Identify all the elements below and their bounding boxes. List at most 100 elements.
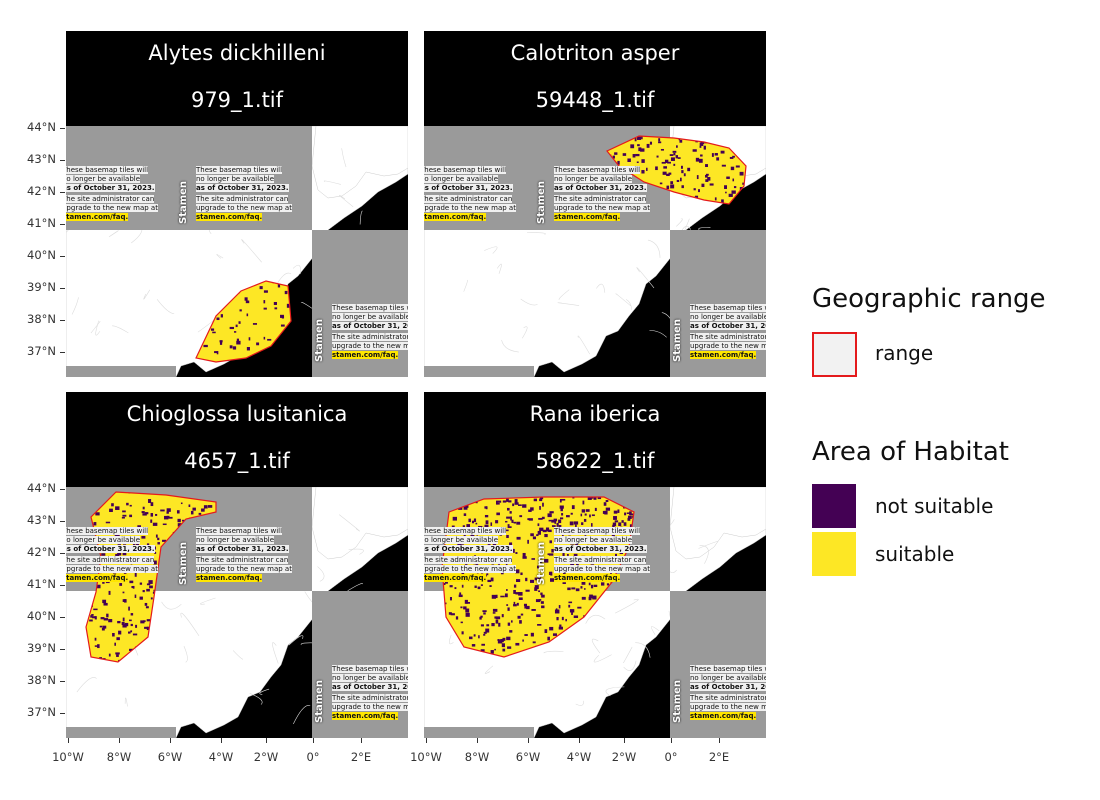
notice-line: upgrade to the new map at: [196, 565, 292, 573]
missing-tile: [66, 366, 176, 377]
y-tick-mark: [60, 521, 65, 522]
facet-panel-calotriton-asper: Calotriton asper 59448_1.tif These basem…: [424, 31, 766, 377]
legend-key-not-suitable: [812, 484, 856, 528]
notice-line: These basemap tiles will: [332, 665, 408, 673]
land-france: [311, 126, 408, 199]
notice-line: stamen.com/faq.: [332, 712, 399, 720]
y-tick-label: 41°N: [27, 216, 56, 230]
stamen-logo-text: Stamen: [672, 318, 683, 362]
y-tick-label: 39°N: [27, 280, 56, 294]
x-tick-mark: [624, 738, 625, 743]
notice-line: upgrade to the new map at: [424, 204, 516, 212]
facet-strip: Rana iberica 58622_1.tif: [424, 392, 766, 487]
x-tick-mark: [528, 738, 529, 743]
notice-line: upgrade to the new map at: [332, 342, 408, 350]
notice-line: The site administrator can: [554, 556, 647, 564]
y-tick-mark: [60, 160, 65, 161]
y-tick-mark: [60, 256, 65, 257]
species-name: Chioglossa lusitanica: [126, 402, 348, 426]
x-tick-label: 6°W: [515, 750, 541, 764]
raster-file-name: 4657_1.tif: [184, 449, 290, 473]
x-tick-label: 8°W: [464, 750, 490, 764]
x-tick-mark: [361, 738, 362, 743]
y-tick-mark: [60, 192, 65, 193]
y-tick-mark: [60, 553, 65, 554]
notice-line: The site administrator can: [424, 556, 513, 564]
notice-line: stamen.com/faq.: [332, 351, 399, 359]
notice-line: The site administrator can: [332, 694, 408, 702]
x-tick-label: 8°W: [106, 750, 132, 764]
notice-line: upgrade to the new map at: [554, 565, 650, 573]
notice-line: as of October 31, 2023.: [554, 184, 647, 192]
legend-title-geographic-range: Geographic range: [812, 284, 1046, 314]
notice-line: upgrade to the new map at: [424, 565, 516, 573]
x-tick-label: 2°E: [708, 750, 730, 764]
y-tick-mark: [60, 224, 65, 225]
notice-line: no longer be available: [690, 313, 766, 321]
legend-key-suitable: [812, 532, 856, 576]
x-tick-mark: [671, 738, 672, 743]
notice-line: The site administrator can: [424, 195, 513, 203]
notice-line: These basemap tiles will: [196, 166, 283, 174]
missing-tile: [66, 727, 176, 738]
notice-line: upgrade to the new map at: [554, 204, 650, 212]
y-tick-mark: [60, 489, 65, 490]
x-tick-label: 4°W: [566, 750, 592, 764]
notice-line: stamen.com/faq.: [66, 574, 129, 582]
raster-file-name: 59448_1.tif: [535, 88, 655, 112]
missing-tile: [424, 727, 534, 738]
notice-line: as of October 31, 2023.: [196, 184, 289, 192]
notice-line: stamen.com/faq.: [424, 574, 487, 582]
notice-line: stamen.com/faq.: [196, 574, 263, 582]
y-tick-mark: [60, 713, 65, 714]
notice-line: stamen.com/faq.: [554, 213, 621, 221]
legend-label-suitable: suitable: [875, 542, 955, 566]
notice-line: The site administrator can: [196, 556, 289, 564]
notice-line: as of October 31, 2023.: [196, 545, 289, 553]
y-tick-mark: [60, 320, 65, 321]
y-tick-mark: [60, 585, 65, 586]
x-tick-label: 10°W: [52, 750, 84, 764]
notice-line: upgrade to the new map at: [66, 204, 158, 212]
notice-line: The site administrator can: [66, 556, 155, 564]
species-name: Calotriton asper: [510, 41, 680, 65]
legend-title-area-of-habitat: Area of Habitat: [812, 437, 1009, 467]
x-tick-label: 4°W: [208, 750, 234, 764]
map-area: These basemap tiles will no longer be ava…: [66, 487, 408, 738]
notice-line: These basemap tiles will: [690, 665, 766, 673]
notice-line: as of October 31, 2023.: [66, 184, 155, 192]
x-tick-mark: [579, 738, 580, 743]
y-tick-mark: [60, 288, 65, 289]
x-tick-mark: [313, 738, 314, 743]
notice-line: as of October 31, 2023.: [424, 184, 513, 192]
notice-line: These basemap tiles will: [66, 166, 149, 174]
notice-line: These basemap tiles will: [554, 527, 641, 535]
x-tick-label: 0°: [664, 750, 678, 764]
notice-line: no longer be available: [690, 674, 766, 682]
facet-panel-alytes-dickhilleni: Alytes dickhilleni 979_1.tif These basem…: [66, 31, 408, 377]
notice-line: stamen.com/faq.: [66, 213, 129, 221]
notice-line: no longer be available: [66, 175, 141, 183]
legend-label-not-suitable: not suitable: [875, 494, 994, 518]
notice-line: upgrade to the new map at: [690, 342, 766, 350]
notice-line: stamen.com/faq.: [690, 712, 757, 720]
notice-line: These basemap tiles will: [424, 527, 507, 535]
y-tick-label: 37°N: [27, 344, 56, 358]
x-tick-mark: [221, 738, 222, 743]
y-tick-label: 42°N: [27, 184, 56, 198]
facet-strip: Chioglossa lusitanica 4657_1.tif: [66, 392, 408, 487]
facet-strip: Calotriton asper 59448_1.tif: [424, 31, 766, 126]
x-tick-mark: [426, 738, 427, 743]
notice-line: These basemap tiles will: [196, 527, 283, 535]
notice-line: as of October 31, 2023.: [690, 683, 766, 691]
notice-line: no longer be available: [66, 536, 141, 544]
y-tick-label: 38°N: [27, 673, 56, 687]
notice-line: upgrade to the new map at: [196, 204, 292, 212]
species-name: Rana iberica: [529, 402, 661, 426]
notice-line: These basemap tiles will: [690, 304, 766, 312]
land-france: [311, 487, 408, 560]
